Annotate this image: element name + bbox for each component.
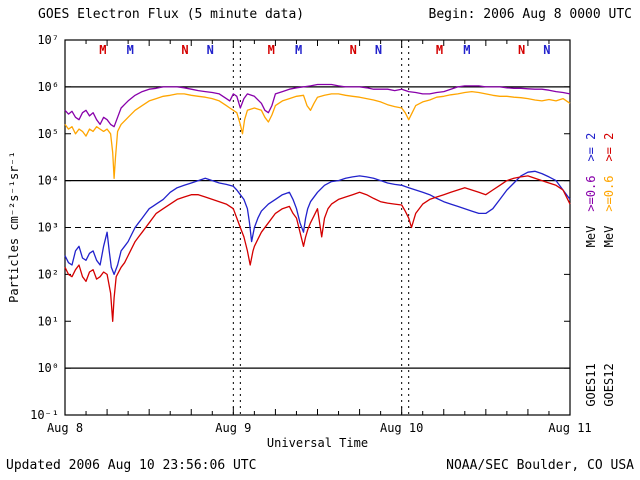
plot-border — [64, 39, 571, 416]
y-tick-label: 10⁵ — [37, 127, 59, 141]
y-tick-label: 10² — [37, 267, 59, 281]
marker-n-letter: N — [181, 43, 188, 57]
legend-goes12-2mev-label: >= 2 — [602, 132, 616, 162]
y-tick-label: 10¹ — [37, 314, 59, 328]
marker-m-letter: M — [436, 43, 443, 57]
y-tick-label: 10⁷ — [37, 33, 59, 47]
x-tick-label: Aug 8 — [47, 421, 83, 435]
credit-label: NOAA/SEC Boulder, CO USA — [446, 458, 634, 473]
series-goes12-e06 — [64, 90, 571, 179]
x-tick-label: Aug 10 — [380, 421, 423, 435]
goes12-label: GOES12 — [602, 363, 616, 407]
marker-m-letter: M — [463, 43, 470, 57]
series-goes11-e2 — [64, 170, 571, 276]
y-tick-label: 10⁶ — [37, 80, 59, 94]
marker-m-letter: M — [127, 43, 134, 57]
marker-n-letter: N — [350, 43, 357, 57]
marker-m-letter: M — [295, 43, 302, 57]
marker-m-letter: M — [99, 43, 106, 57]
legend-goes11-2mev-label: >= 2 — [584, 132, 598, 162]
y-axis-label: Particles cm⁻²s⁻¹sr⁻¹ — [7, 151, 21, 303]
marker-n-letter: N — [543, 43, 550, 57]
x-tick-label: Aug 11 — [548, 421, 591, 435]
x-axis-label: Universal Time — [267, 436, 368, 450]
series-goes12-e2 — [64, 175, 571, 322]
y-tick-label: 10⁴ — [37, 174, 59, 188]
legend-goes12-06mev-label: >=0.6 — [602, 175, 616, 212]
y-tick-label: 10³ — [37, 221, 59, 235]
begin-timestamp: Begin: 2006 Aug 8 0000 UTC — [428, 7, 633, 22]
marker-n-letter: N — [207, 43, 214, 57]
x-tick-label: Aug 9 — [215, 421, 251, 435]
legend-goes12-satellite: GOES12 — [602, 363, 616, 406]
legend-goes11-06mev-label: >=0.6 — [584, 175, 598, 212]
legend-goes12-mev-unit: MeV — [602, 225, 616, 248]
legend-goes11-mev-unit: MeV — [584, 225, 598, 248]
updated-timestamp: Updated 2006 Aug 10 23:56:06 UTC — [6, 458, 257, 473]
legend-goes12-energies: >= 2 >=0.6 MeV — [602, 133, 616, 248]
legend-goes11-satellite: GOES11 — [584, 363, 598, 406]
y-axis-label-text: Particles cm⁻²s⁻¹sr⁻¹ — [7, 151, 21, 303]
marker-n-letter: N — [375, 43, 382, 57]
y-tick-label: 10⁻¹ — [30, 408, 59, 422]
legend-goes11-energies: >= 2 >=0.6 MeV — [584, 133, 598, 248]
page-title: GOES Electron Flux (5 minute data) — [38, 7, 305, 22]
series-goes11-e06 — [64, 83, 571, 128]
goes11-label: GOES11 — [584, 363, 598, 407]
marker-n-letter: N — [518, 43, 525, 57]
y-tick-label: 10⁰ — [37, 361, 59, 375]
marker-m-letter: M — [268, 43, 275, 57]
